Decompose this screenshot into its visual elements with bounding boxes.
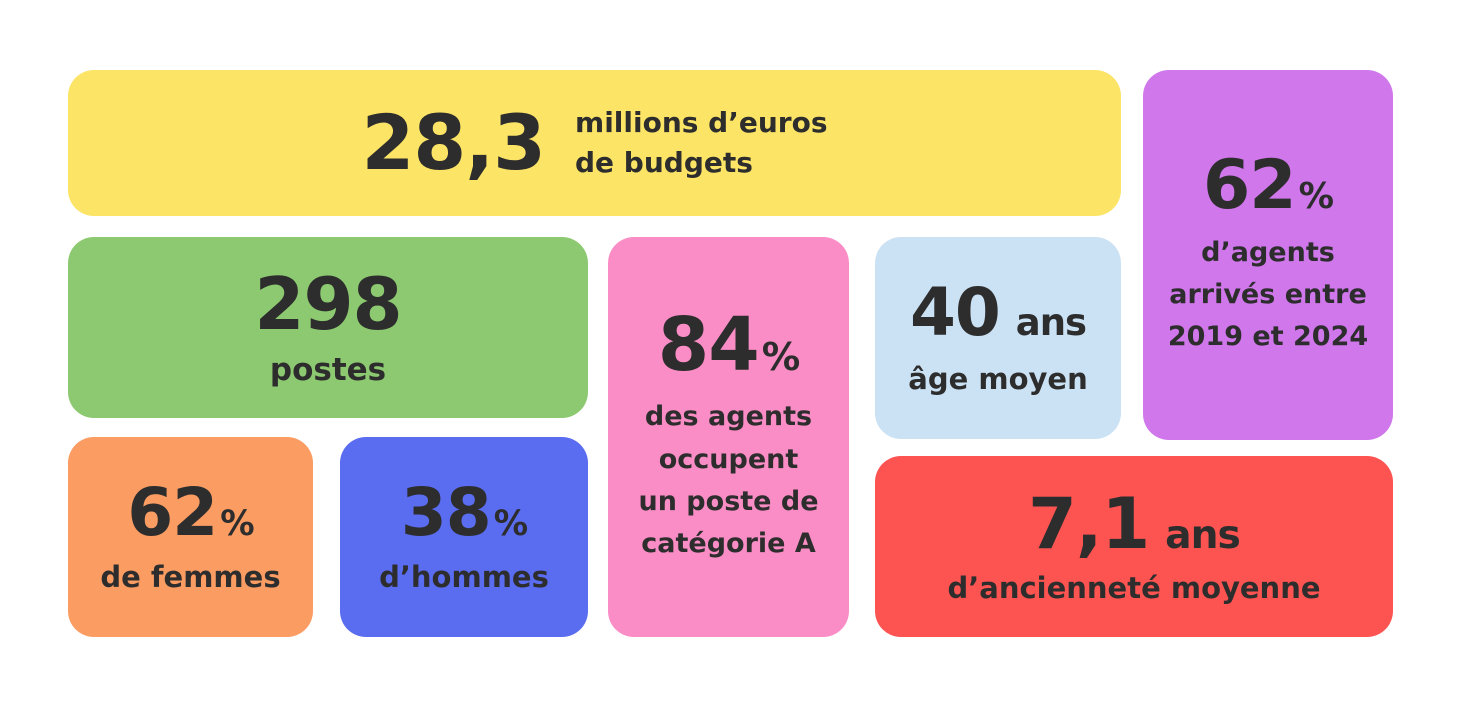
categorie-label-line-3: un poste de <box>638 486 819 517</box>
budget-value: 28,3 <box>361 98 547 187</box>
arrivals-percent-sign: % <box>1298 176 1334 218</box>
categorie-value-group: 84% <box>658 308 801 382</box>
stat-card-age-moyen: 40 ans âge moyen <box>875 237 1121 439</box>
femmes-percent-sign: % <box>220 504 254 544</box>
stat-card-anciennete: 7,1 ans d’ancienneté moyenne <box>875 456 1393 637</box>
anciennete-value: 7,1 <box>1028 482 1150 565</box>
hommes-value-group: 38% <box>401 480 528 546</box>
anciennete-label: d’ancienneté moyenne <box>947 570 1321 605</box>
categorie-label-line-1: des agents <box>644 401 813 433</box>
femmes-value-group: 62% <box>127 480 254 546</box>
femmes-label: de femmes <box>100 560 281 594</box>
arrivals-labels: d’agents arrivés entre 2019 et 2024 <box>1168 232 1368 358</box>
hommes-percent-sign: % <box>493 504 528 544</box>
stat-card-budget: 28,3 millions d’euros de budgets <box>68 70 1121 216</box>
arrivals-value-group: 62% <box>1203 152 1334 220</box>
categorie-label-line-2: occupent <box>658 443 799 475</box>
categorie-labels: des agents occupent un poste de catégori… <box>638 396 818 566</box>
budget-label-line-1: millions d’euros <box>575 106 828 140</box>
hommes-label: d’hommes <box>379 560 549 594</box>
budget-label-line-2: de budgets <box>575 146 753 179</box>
femmes-value: 62 <box>127 474 218 551</box>
age-label: âge moyen <box>908 362 1088 396</box>
stat-card-categorie-a: 84% des agents occupent un poste de caté… <box>608 237 849 637</box>
postes-label: postes <box>269 351 387 388</box>
budget-content: 28,3 millions d’euros de budgets <box>362 103 828 183</box>
hommes-value: 38 <box>400 474 492 551</box>
age-value: 40 <box>909 274 1001 351</box>
age-unit: ans <box>1015 301 1087 344</box>
categorie-label-line-4: catégorie A <box>641 528 816 560</box>
postes-value: 298 <box>254 261 402 346</box>
arrivals-label-line-1: d’agents <box>1201 237 1335 269</box>
stat-card-femmes: 62% de femmes <box>68 437 313 637</box>
stat-card-hommes: 38% d’hommes <box>340 437 588 637</box>
stat-card-arrivals: 62% d’agents arrivés entre 2019 et 2024 <box>1143 70 1393 440</box>
anciennete-value-group: 7,1 ans <box>1028 489 1241 559</box>
arrivals-label-line-2: arrivés entre <box>1169 279 1367 311</box>
categorie-value: 84 <box>657 302 760 389</box>
arrivals-label-line-3: 2019 et 2024 <box>1167 320 1369 352</box>
arrivals-value: 62 <box>1202 146 1297 226</box>
budget-labels: millions d’euros de budgets <box>575 103 827 183</box>
anciennete-unit: ans <box>1165 512 1241 558</box>
categorie-percent-sign: % <box>761 335 801 381</box>
age-value-group: 40 ans <box>910 280 1087 346</box>
stat-card-postes: 298 postes <box>68 237 588 418</box>
